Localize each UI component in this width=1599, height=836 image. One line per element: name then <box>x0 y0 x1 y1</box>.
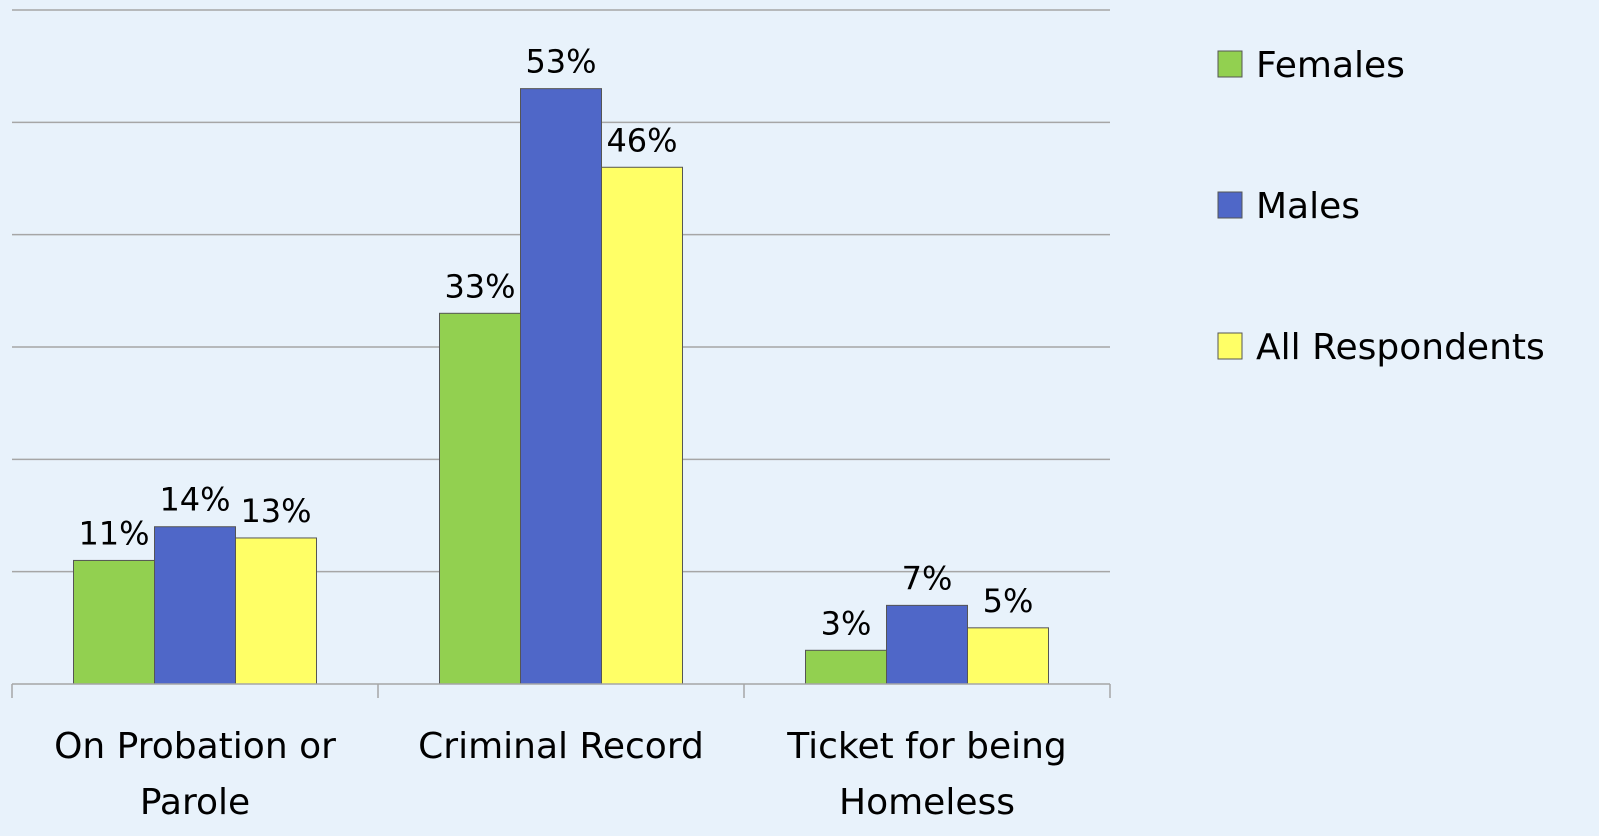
legend-label: Females <box>1256 45 1405 86</box>
data-label: 14% <box>159 481 230 519</box>
category-label-line: Criminal Record <box>418 726 704 767</box>
bar-males <box>886 604 968 685</box>
legend-label: Males <box>1256 186 1360 227</box>
bar-males <box>520 88 602 685</box>
data-label: 7% <box>902 559 953 597</box>
legend-swatch-all-respondents <box>1217 332 1243 360</box>
data-label: 11% <box>78 514 149 552</box>
category-label: Ticket for being Homeless <box>786 726 1067 823</box>
legend: Females Males All Respondents <box>1217 45 1545 368</box>
data-label: 5% <box>983 582 1034 620</box>
category-label: Criminal Record <box>418 726 704 767</box>
data-labels: 11% 33% 3% 14% 53% 7% 13% 46% 5% <box>78 43 1033 643</box>
legend-swatch-females <box>1217 50 1243 78</box>
legend-label: All Respondents <box>1256 327 1545 368</box>
category-label-line: Parole <box>140 782 250 823</box>
category-labels: On Probation or Parole Criminal Record Tick… <box>54 726 1067 823</box>
data-label: 33% <box>444 267 515 305</box>
legend-swatch-males <box>1217 191 1243 219</box>
bar-all-respondents <box>601 166 683 685</box>
bar-females <box>73 559 155 685</box>
category-label-line: Homeless <box>839 782 1015 823</box>
bar-males <box>154 526 236 685</box>
data-label: 53% <box>525 43 596 81</box>
bar-all-respondents <box>235 537 317 685</box>
bars <box>73 88 1049 685</box>
category-label-line: Ticket for being <box>786 726 1067 767</box>
bar-all-respondents <box>967 627 1049 685</box>
data-label: 3% <box>821 604 872 642</box>
data-label: 46% <box>606 121 677 159</box>
bar-females <box>439 312 521 685</box>
x-axis <box>11 683 1111 698</box>
bar-females <box>805 649 887 685</box>
category-label-line: On Probation or <box>54 726 336 767</box>
data-label: 13% <box>240 492 311 530</box>
category-label: On Probation or Parole <box>54 726 336 823</box>
